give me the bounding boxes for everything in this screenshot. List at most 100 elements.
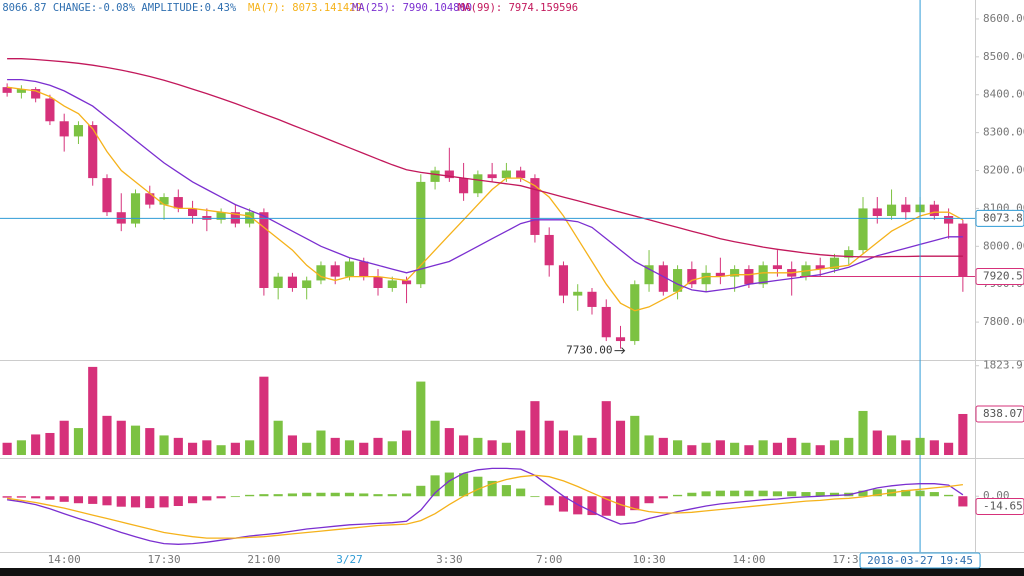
candle-body bbox=[473, 174, 483, 194]
candle-body bbox=[88, 125, 98, 179]
volume-bar bbox=[145, 428, 155, 455]
last-price-box bbox=[975, 267, 1024, 285]
candle-body bbox=[758, 265, 768, 285]
macd-histogram-bar bbox=[287, 493, 297, 497]
macd-histogram-bar bbox=[430, 475, 440, 497]
volume-bar bbox=[359, 442, 369, 455]
volume-bar bbox=[644, 435, 654, 455]
y-tick-label: 7800.00 bbox=[983, 315, 1024, 328]
macd-histogram-bar bbox=[359, 493, 369, 497]
y-tick-label: 8600.00 bbox=[983, 12, 1024, 25]
candle-body bbox=[287, 276, 297, 288]
volume-bar bbox=[858, 410, 868, 455]
macd-histogram-bar bbox=[130, 496, 141, 508]
candle-body bbox=[730, 269, 740, 277]
crosshair-price-box bbox=[975, 209, 1024, 227]
macd-histogram-bar bbox=[516, 488, 526, 497]
candle-body bbox=[558, 265, 569, 296]
volume-bar bbox=[844, 437, 854, 455]
volume-bar bbox=[929, 440, 939, 455]
macd-histogram-bar bbox=[230, 496, 240, 498]
candle-body bbox=[673, 269, 683, 292]
macd-histogram-bar bbox=[772, 491, 782, 497]
candle-body bbox=[73, 125, 84, 137]
macd-histogram-bar bbox=[102, 496, 112, 506]
volume-bar bbox=[88, 366, 98, 455]
x-tick-label: 17:30 bbox=[832, 553, 865, 566]
candle-body bbox=[102, 178, 112, 213]
y-tick-label: 1823.9 bbox=[983, 359, 1023, 372]
candle-body bbox=[188, 208, 198, 216]
low-annotation: 7730.00 bbox=[566, 344, 612, 357]
volume-bar bbox=[516, 430, 526, 455]
volume-bar bbox=[230, 442, 240, 455]
candle-body bbox=[130, 193, 141, 224]
x-tick-label: 3:30 bbox=[436, 553, 463, 566]
macd-histogram-bar bbox=[88, 496, 98, 504]
volume-bar bbox=[573, 435, 583, 455]
candle-body bbox=[373, 276, 383, 288]
volume-bar bbox=[430, 420, 440, 455]
macd-histogram-bar bbox=[202, 496, 212, 501]
volume-bar bbox=[915, 437, 925, 455]
candle-body bbox=[516, 170, 526, 179]
last-volume-label: 838.07 bbox=[983, 407, 1023, 420]
candle-body bbox=[330, 265, 340, 277]
macd-histogram-bar bbox=[958, 496, 968, 507]
y-tick-label: 8200.00 bbox=[983, 164, 1024, 177]
candle-body bbox=[601, 306, 611, 338]
bottom-strip bbox=[0, 568, 1024, 576]
candle-body bbox=[59, 121, 69, 137]
volume-bar bbox=[159, 435, 169, 455]
candle-body bbox=[844, 250, 854, 258]
candle-body bbox=[701, 272, 711, 285]
volume-bar bbox=[544, 420, 554, 455]
macd-histogram-bar bbox=[872, 489, 882, 497]
macd-histogram-bar bbox=[929, 492, 939, 497]
candle-body bbox=[273, 276, 283, 288]
candle-body bbox=[530, 178, 540, 235]
volume-bar bbox=[73, 428, 84, 455]
volume-bar bbox=[829, 440, 840, 455]
volume-bar bbox=[416, 381, 426, 455]
candle-body bbox=[401, 280, 412, 285]
macd-histogram-bar bbox=[530, 496, 540, 498]
volume-bar bbox=[872, 430, 882, 455]
candle-body bbox=[359, 261, 369, 277]
x-tick-label: 14:00 bbox=[732, 553, 765, 566]
volume-bar bbox=[387, 441, 397, 455]
volume-bar bbox=[245, 440, 255, 455]
candle-body bbox=[216, 212, 226, 220]
candle-body bbox=[815, 265, 825, 270]
macd-histogram-bar bbox=[473, 476, 483, 497]
candle-body bbox=[615, 337, 626, 342]
volume-bar bbox=[2, 442, 12, 455]
volume-bar bbox=[715, 440, 725, 455]
volume-bar bbox=[45, 432, 55, 455]
candle-body bbox=[544, 234, 554, 266]
crosshair-price-label: 8073.8 bbox=[983, 211, 1023, 224]
y-tick-label: 8000.00 bbox=[983, 239, 1024, 252]
macd-histogram-bar bbox=[16, 496, 26, 498]
macd-histogram-bar bbox=[401, 493, 412, 497]
header-stats: :8066.87 CHANGE:-0.08% AMPLITUDE:0.43% bbox=[0, 2, 237, 14]
macd-histogram-bar bbox=[630, 496, 640, 511]
candle-body bbox=[430, 170, 440, 182]
volume-bar bbox=[958, 413, 968, 455]
candle-body bbox=[644, 265, 654, 285]
macd-histogram-bar bbox=[815, 492, 825, 497]
volume-bar bbox=[473, 437, 483, 455]
macd-histogram-bar bbox=[487, 480, 497, 497]
legend-entry: MA(99): 7974.159596 bbox=[458, 2, 578, 14]
macd-histogram-bar bbox=[915, 490, 925, 497]
volume-bar bbox=[673, 440, 683, 455]
last-volume-box bbox=[975, 405, 1024, 423]
macd-histogram-bar bbox=[701, 491, 711, 497]
candle-body bbox=[173, 197, 183, 209]
last-macd-box bbox=[975, 497, 1024, 515]
candle-body bbox=[501, 170, 511, 179]
macd-histogram-bar bbox=[188, 496, 198, 504]
